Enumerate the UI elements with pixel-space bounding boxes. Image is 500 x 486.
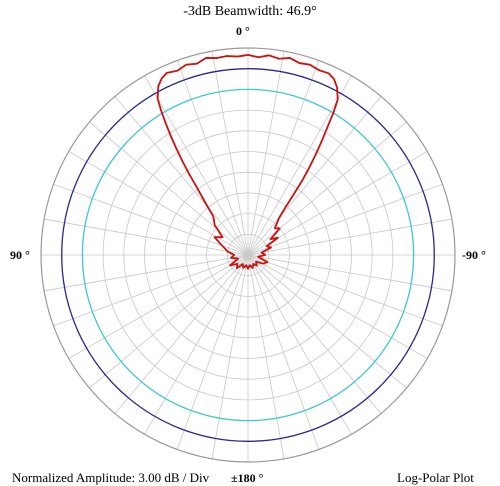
angle-label-180: ±180 ° bbox=[231, 471, 264, 485]
plot-type-label: Log-Polar Plot bbox=[397, 470, 474, 485]
grid-ring bbox=[144, 151, 352, 359]
pattern-series-line bbox=[156, 54, 339, 270]
grid-ring bbox=[185, 192, 311, 318]
grid-ring bbox=[206, 213, 290, 297]
angle-label-90: 90 ° bbox=[10, 248, 30, 262]
grid-ring bbox=[123, 130, 373, 380]
angle-label-minus-90: -90 ° bbox=[462, 248, 486, 262]
angle-label-0: 0 ° bbox=[236, 24, 250, 38]
grid-ring bbox=[164, 171, 332, 339]
chart-title: -3dB Beamwidth: 46.9° bbox=[183, 4, 317, 19]
grid-ring bbox=[226, 233, 270, 277]
highlight-ring bbox=[61, 68, 435, 442]
grid-ring bbox=[102, 109, 394, 401]
amplitude-scale-note: Normalized Amplitude: 3.00 dB / Div bbox=[12, 470, 210, 485]
grid-ring bbox=[40, 47, 456, 463]
highlight-ring bbox=[81, 88, 415, 422]
highlight-rings bbox=[61, 68, 435, 442]
pattern-layer bbox=[156, 54, 339, 270]
